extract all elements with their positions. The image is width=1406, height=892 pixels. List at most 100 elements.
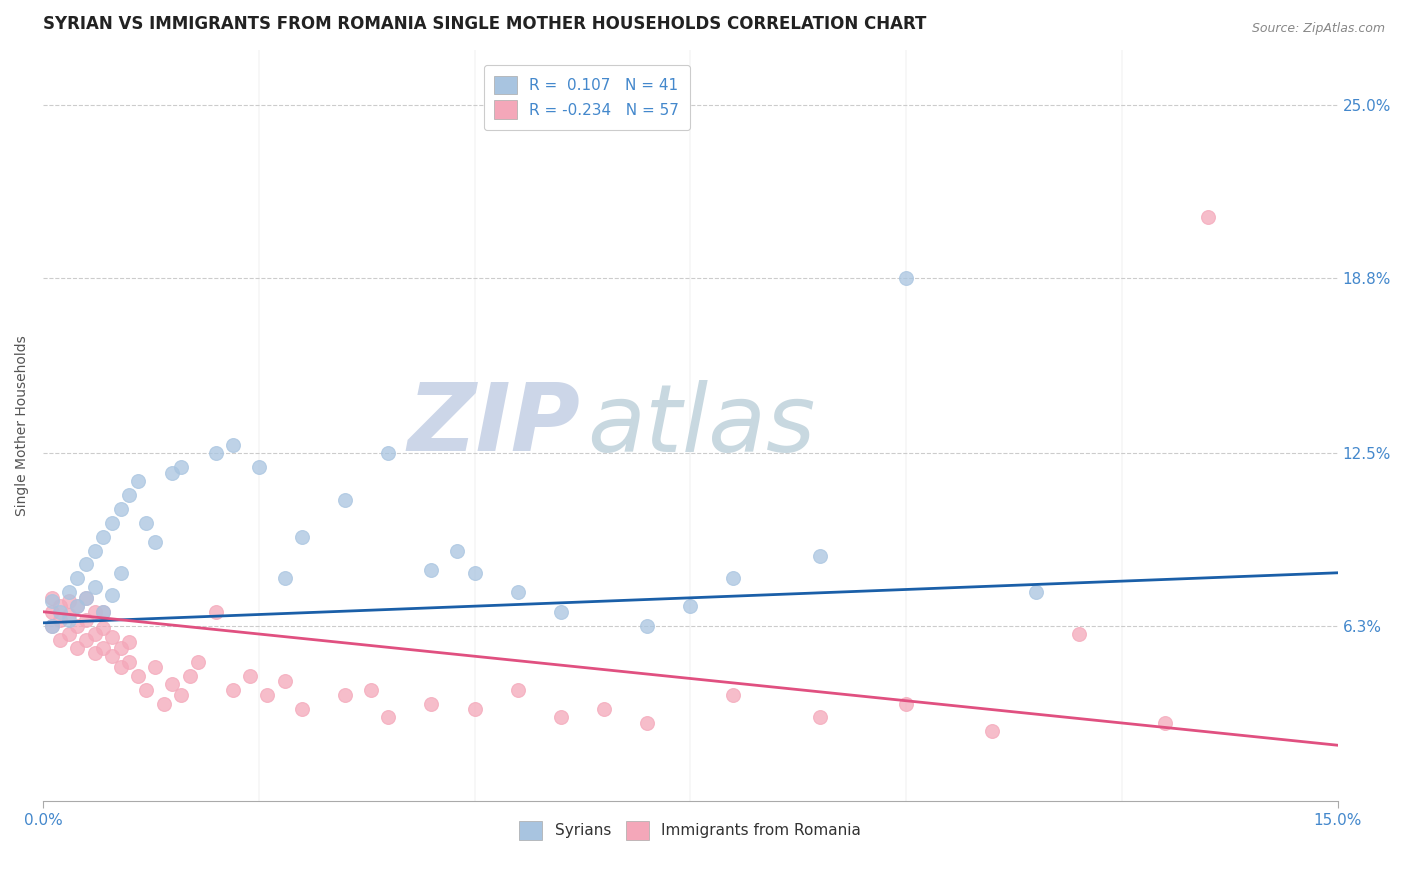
Point	[152, 697, 174, 711]
Point	[91, 605, 114, 619]
Point	[204, 605, 226, 619]
Point	[143, 535, 166, 549]
Point	[83, 580, 105, 594]
Point	[377, 710, 399, 724]
Point	[75, 591, 97, 605]
Point	[91, 605, 114, 619]
Point	[110, 501, 132, 516]
Point	[75, 558, 97, 572]
Point	[550, 710, 572, 724]
Point	[127, 474, 149, 488]
Point	[49, 605, 72, 619]
Point	[1154, 716, 1177, 731]
Point	[118, 635, 141, 649]
Point	[636, 618, 658, 632]
Point	[143, 660, 166, 674]
Point	[162, 677, 184, 691]
Point	[101, 630, 124, 644]
Legend: Syrians, Immigrants from Romania: Syrians, Immigrants from Romania	[513, 815, 868, 846]
Point	[593, 702, 616, 716]
Point	[981, 724, 1004, 739]
Point	[420, 697, 443, 711]
Point	[1067, 627, 1090, 641]
Y-axis label: Single Mother Households: Single Mother Households	[15, 335, 30, 516]
Point	[291, 530, 314, 544]
Point	[291, 702, 314, 716]
Point	[118, 655, 141, 669]
Point	[273, 571, 295, 585]
Point	[247, 460, 270, 475]
Point	[110, 566, 132, 580]
Point	[808, 549, 831, 563]
Point	[179, 669, 201, 683]
Point	[66, 618, 89, 632]
Point	[808, 710, 831, 724]
Point	[239, 669, 262, 683]
Point	[550, 605, 572, 619]
Point	[58, 607, 80, 622]
Text: SYRIAN VS IMMIGRANTS FROM ROMANIA SINGLE MOTHER HOUSEHOLDS CORRELATION CHART: SYRIAN VS IMMIGRANTS FROM ROMANIA SINGLE…	[44, 15, 927, 33]
Point	[49, 613, 72, 627]
Point	[83, 647, 105, 661]
Point	[75, 591, 97, 605]
Point	[333, 688, 356, 702]
Point	[135, 682, 157, 697]
Point	[135, 516, 157, 530]
Point	[463, 702, 485, 716]
Point	[49, 599, 72, 614]
Point	[91, 530, 114, 544]
Point	[110, 660, 132, 674]
Point	[101, 649, 124, 664]
Point	[222, 682, 245, 697]
Point	[58, 593, 80, 607]
Point	[723, 571, 745, 585]
Point	[49, 632, 72, 647]
Point	[1025, 585, 1047, 599]
Point	[446, 543, 468, 558]
Point	[360, 682, 382, 697]
Point	[222, 438, 245, 452]
Point	[83, 605, 105, 619]
Text: ZIP: ZIP	[408, 379, 581, 471]
Text: atlas: atlas	[586, 380, 815, 471]
Point	[463, 566, 485, 580]
Point	[41, 605, 63, 619]
Point	[187, 655, 209, 669]
Point	[894, 697, 917, 711]
Point	[636, 716, 658, 731]
Point	[58, 627, 80, 641]
Point	[506, 585, 529, 599]
Point	[723, 688, 745, 702]
Point	[41, 618, 63, 632]
Point	[118, 488, 141, 502]
Point	[170, 460, 193, 475]
Point	[333, 493, 356, 508]
Point	[170, 688, 193, 702]
Point	[420, 563, 443, 577]
Point	[41, 618, 63, 632]
Point	[58, 585, 80, 599]
Point	[506, 682, 529, 697]
Point	[83, 543, 105, 558]
Point	[91, 622, 114, 636]
Point	[83, 627, 105, 641]
Point	[110, 640, 132, 655]
Point	[204, 446, 226, 460]
Point	[41, 591, 63, 605]
Point	[101, 588, 124, 602]
Point	[1197, 210, 1219, 224]
Point	[75, 632, 97, 647]
Point	[679, 599, 702, 614]
Point	[377, 446, 399, 460]
Point	[256, 688, 278, 702]
Point	[162, 466, 184, 480]
Point	[66, 599, 89, 614]
Point	[41, 593, 63, 607]
Point	[273, 674, 295, 689]
Point	[75, 613, 97, 627]
Point	[66, 571, 89, 585]
Point	[894, 271, 917, 285]
Point	[91, 640, 114, 655]
Point	[66, 640, 89, 655]
Point	[66, 599, 89, 614]
